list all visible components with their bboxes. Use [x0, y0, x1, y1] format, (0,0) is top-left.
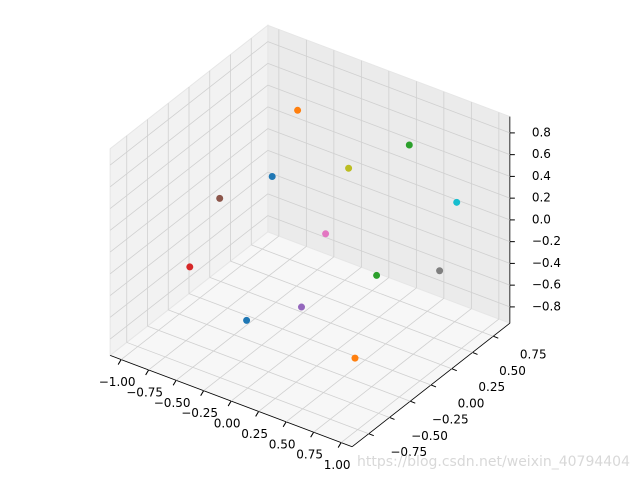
tick-mark — [227, 400, 232, 407]
tick-mark — [430, 384, 437, 388]
z-tick-label: −0.6 — [532, 278, 561, 292]
x-tick-label: 0.50 — [269, 437, 296, 451]
tick-mark — [368, 433, 374, 437]
grid-line — [267, 193, 510, 286]
grid-line — [267, 215, 510, 308]
tick-mark — [410, 400, 416, 404]
point — [436, 267, 444, 275]
point — [373, 271, 381, 279]
watermark: https://blog.csdn.net/weixin_40794404 — [357, 454, 630, 470]
y-tick-label: 0.25 — [478, 380, 505, 394]
grid-line — [109, 171, 269, 296]
tick-mark — [337, 442, 342, 448]
tick-mark — [472, 351, 478, 355]
y-tick-label: 0.50 — [499, 364, 526, 378]
tick-mark — [493, 335, 499, 339]
point — [298, 303, 305, 311]
grid-line — [109, 215, 269, 340]
grid-line — [188, 293, 432, 386]
grid-line — [109, 63, 269, 188]
z-tick-label: 0.8 — [532, 125, 551, 139]
x-tick-label: 0.75 — [296, 448, 323, 462]
grid-line — [251, 244, 494, 337]
x-tick-label: 0.25 — [241, 427, 268, 441]
tick-mark — [172, 380, 177, 386]
grid-line — [109, 193, 269, 318]
y-tick-label: 0.00 — [458, 396, 485, 410]
x-tick-label: −0.25 — [181, 406, 218, 420]
z-tick-label: 0.6 — [532, 147, 551, 161]
point — [243, 316, 251, 324]
grid-line — [109, 128, 269, 253]
tick-mark — [282, 421, 287, 428]
point — [268, 173, 276, 181]
tick-mark — [145, 369, 150, 376]
point — [294, 106, 302, 114]
point — [216, 194, 224, 202]
grid-line — [109, 150, 269, 275]
point — [345, 164, 353, 172]
z-tick-label: 0.0 — [532, 212, 551, 226]
grid-line — [267, 41, 510, 134]
tick-mark — [451, 368, 457, 372]
y-tick-label: −0.50 — [411, 429, 448, 443]
grid-line — [109, 41, 269, 166]
grid-line — [209, 277, 452, 370]
point — [351, 354, 359, 362]
z-tick-label: −0.8 — [532, 299, 561, 313]
grid-line — [109, 84, 269, 209]
grid-line — [267, 171, 510, 264]
x-tick-label: −0.75 — [126, 385, 163, 399]
z-tick-label: 0.2 — [532, 191, 551, 205]
grid-line — [230, 260, 473, 353]
x-tick-label: 0.00 — [214, 417, 241, 431]
y-tick-label: 0.75 — [520, 348, 547, 362]
grid-line — [126, 342, 369, 435]
point — [322, 230, 330, 238]
point — [405, 141, 413, 149]
point — [453, 198, 461, 206]
tick-mark — [200, 390, 205, 396]
x-tick-label: −1.00 — [99, 375, 136, 389]
tick-mark — [310, 431, 315, 438]
point — [186, 263, 194, 271]
grid-line — [267, 62, 510, 156]
grid-line — [267, 106, 510, 199]
grid-line — [267, 84, 510, 177]
grid-line — [267, 128, 510, 221]
grid-line — [168, 309, 411, 402]
y-tick-label: −0.75 — [390, 445, 427, 459]
z-tick-label: 0.4 — [532, 169, 551, 183]
grid-line — [109, 106, 269, 231]
tick-mark — [389, 416, 395, 420]
tick-mark — [117, 359, 122, 365]
x-tick-label: −0.50 — [154, 396, 191, 410]
z-tick-label: −0.4 — [532, 256, 561, 270]
y-tick-label: −0.25 — [432, 413, 469, 427]
grid-line — [267, 149, 510, 243]
tick-mark — [255, 411, 260, 417]
grid-line — [147, 325, 390, 418]
x-tick-label: 1.00 — [324, 458, 351, 472]
z-tick-label: −0.2 — [532, 234, 561, 248]
